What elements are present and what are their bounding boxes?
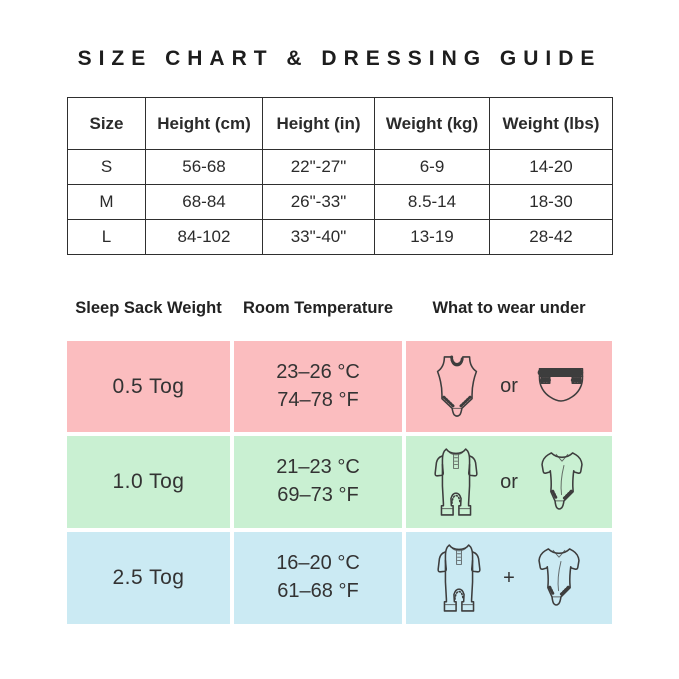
cell-height-in: 33"-40" (262, 219, 375, 255)
connector-label: or (500, 375, 518, 397)
diaper-icon (531, 365, 591, 408)
tog-label: 2.5 Tog (112, 566, 185, 589)
temp-fahrenheit: 69–73 °F (277, 484, 359, 506)
header-room-temperature: Room Temperature (242, 299, 394, 317)
temp-fahrenheit: 61–68 °F (277, 580, 359, 602)
cell-size: L (67, 219, 146, 255)
cell-height-cm: 68-84 (145, 184, 263, 220)
tog-label: 1.0 Tog (112, 470, 185, 493)
connector-label: or (500, 470, 518, 493)
cell-weight-kg: 6-9 (374, 149, 490, 185)
size-table-container: Size Height (cm) Height (in) Weight (kg)… (67, 97, 613, 255)
size-table: Size Height (cm) Height (in) Weight (kg)… (67, 97, 613, 255)
sleeveless-bodysuit-icon (427, 354, 487, 420)
table-row-m: M 68-84 26"-33" 8.5-14 18-30 (67, 184, 613, 220)
short-sleeve-bodysuit-icon (528, 544, 590, 612)
col-header-height-cm: Height (cm) (145, 97, 263, 150)
wear-under-cell-2.5: + (406, 532, 612, 624)
temp-fahrenheit: 74–78 °F (277, 388, 359, 411)
header-what-to-wear-under: What to wear under (432, 299, 586, 317)
temp-celsius: 21–23 °C (276, 456, 360, 479)
wear-under-cell-0.5: or (406, 341, 612, 432)
cell-weight-lbs: 14-20 (489, 149, 613, 185)
temp-celsius: 16–20 °C (276, 552, 360, 575)
footed-pajama-icon (425, 443, 487, 521)
page-title: SIZE CHART & DRESSING GUIDE (77, 47, 602, 70)
tog-label: 0.5 Tog (112, 374, 185, 398)
cell-weight-lbs: 18-30 (489, 184, 613, 220)
short-sleeve-bodysuit-icon (531, 448, 593, 516)
tog-cell-1.0: 1.0 Tog (67, 436, 230, 528)
size-table-header-row: Size Height (cm) Height (in) Weight (kg)… (67, 97, 613, 150)
dressing-guide-grid: 0.5 Tog 23–26 °C 74–78 °F or (67, 341, 612, 624)
temperature-cell-1.0: 21–23 °C 69–73 °F (234, 436, 402, 528)
col-header-size: Size (67, 97, 146, 150)
cell-height-in: 26"-33" (262, 184, 375, 220)
cell-height-cm: 84-102 (145, 219, 263, 255)
temp-celsius: 23–26 °C (276, 360, 360, 383)
header-sleep-sack-weight: Sleep Sack Weight (75, 299, 222, 317)
temperature-cell-0.5: 23–26 °C 74–78 °F (234, 341, 402, 432)
cell-weight-lbs: 28-42 (489, 219, 613, 255)
cell-height-cm: 56-68 (145, 149, 263, 185)
wear-under-cell-1.0: or (406, 436, 612, 528)
dressing-guide-headers: Sleep Sack Weight Room Temperature What … (67, 299, 612, 318)
cell-height-in: 22"-27" (262, 149, 375, 185)
cell-size: S (67, 149, 146, 185)
connector-label: + (503, 566, 515, 589)
temperature-cell-2.5: 16–20 °C 61–68 °F (234, 532, 402, 624)
col-header-weight-lbs: Weight (lbs) (489, 97, 613, 150)
cell-weight-kg: 8.5-14 (374, 184, 490, 220)
cell-size: M (67, 184, 146, 220)
cell-weight-kg: 13-19 (374, 219, 490, 255)
tog-cell-0.5: 0.5 Tog (67, 341, 230, 432)
footed-pajama-icon (428, 539, 490, 617)
col-header-height-in: Height (in) (262, 97, 375, 150)
tog-cell-2.5: 2.5 Tog (67, 532, 230, 624)
table-row-s: S 56-68 22"-27" 6-9 14-20 (67, 149, 613, 185)
table-row-l: L 84-102 33"-40" 13-19 28-42 (67, 219, 613, 255)
col-header-weight-kg: Weight (kg) (374, 97, 490, 150)
